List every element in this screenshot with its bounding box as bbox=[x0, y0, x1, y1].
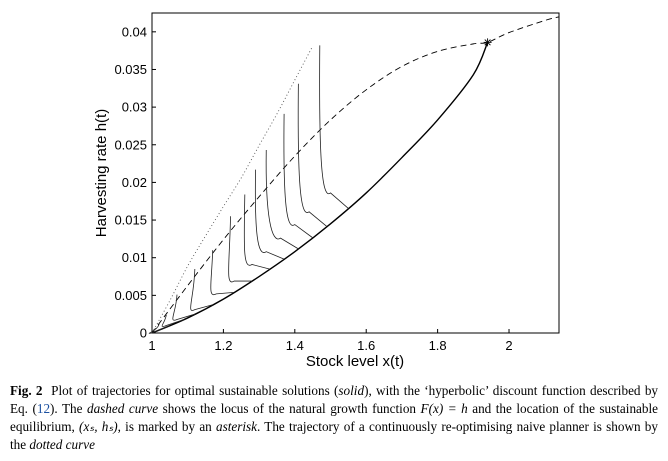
y-tick-label: 0.04 bbox=[122, 24, 147, 39]
caption-text-3: ). The bbox=[50, 401, 87, 416]
y-axis-label: Harvesting rate h(t) bbox=[93, 109, 110, 237]
y-tick-label: 0.015 bbox=[114, 213, 147, 228]
caption-label: Fig. 2 bbox=[10, 383, 43, 398]
optimal-trajectory bbox=[161, 314, 185, 327]
x-tick-label: 1.4 bbox=[286, 338, 304, 353]
trajectory-plot: 1 1.2 1.4 1.6 1.8 2 00.0050.010.0150.020.0250… bbox=[93, 12, 560, 370]
figure-caption: Fig. 2 Plot of trajectories for optimal … bbox=[10, 382, 658, 454]
x-axis-ticks: 1 1.2 1.4 1.6 1.8 2 bbox=[148, 329, 513, 353]
x-tick-label: 1 bbox=[148, 338, 155, 353]
y-tick-label: 0 bbox=[140, 326, 147, 341]
caption-equilibrium: (xₛ, hₛ) bbox=[79, 419, 118, 434]
caption-dashed-curve: dashed curve bbox=[86, 401, 159, 416]
natural-growth-curve bbox=[151, 16, 560, 334]
optimal-trajectory bbox=[228, 216, 252, 283]
y-tick-label: 0.01 bbox=[122, 250, 147, 265]
caption-formula: F(x) = h bbox=[420, 401, 468, 416]
y-tick-label: 0.035 bbox=[114, 62, 147, 77]
optimal-envelope-curve bbox=[151, 42, 489, 334]
caption-text-5: and the location of the sustainable equi… bbox=[10, 401, 659, 434]
optimal-trajectory bbox=[210, 250, 235, 296]
optimal-trajectory bbox=[297, 83, 328, 227]
caption-solid: solid bbox=[338, 383, 365, 398]
caption-text-7: . The trajectory of a continuously re-op… bbox=[10, 419, 658, 452]
y-axis-ticks: 0 0.005 0.01 0.015 0.02 0.025 0.03 0.035 0.04 bbox=[114, 24, 156, 341]
x-tick-label: 1.8 bbox=[429, 338, 447, 353]
caption-text-6: , is marked by an bbox=[117, 419, 216, 434]
y-tick-label: 0.005 bbox=[114, 288, 147, 303]
caption-text-2: ), with the ‘hyperbolic’ discount functi… bbox=[10, 383, 659, 416]
sustainable-equilibrium-marker bbox=[483, 38, 492, 47]
plot-frame bbox=[151, 12, 560, 334]
caption-dotted-curve: dotted curve bbox=[29, 437, 95, 452]
x-tick-label: 1.6 bbox=[357, 338, 375, 353]
naive-planner-curve bbox=[151, 45, 314, 334]
x-tick-label: 2 bbox=[505, 338, 512, 353]
optimal-trajectory bbox=[172, 294, 195, 321]
caption-text-4: shows the locus of the natural growth fu… bbox=[158, 401, 421, 416]
x-tick-label: 1.2 bbox=[214, 338, 232, 353]
optimal-trajectory bbox=[265, 150, 299, 250]
caption-text-1: Plot of trajectories for optimal sustain… bbox=[51, 383, 339, 398]
optimal-trajectory bbox=[319, 45, 349, 209]
y-tick-label: 0.03 bbox=[122, 100, 147, 115]
y-tick-label: 0.02 bbox=[122, 175, 147, 190]
optimal-trajectory bbox=[148, 323, 171, 334]
x-axis-label: Stock level x(t) bbox=[306, 353, 404, 370]
optimal-trajectory bbox=[243, 194, 270, 270]
equation-link[interactable]: 12 bbox=[36, 401, 51, 416]
optimal-trajectory bbox=[190, 268, 213, 311]
optimal-trajectory bbox=[254, 169, 285, 260]
caption-asterisk: asterisk bbox=[215, 419, 258, 434]
y-tick-label: 0.025 bbox=[114, 137, 147, 152]
optimal-trajectory bbox=[283, 113, 313, 239]
plot-curves bbox=[148, 16, 560, 334]
